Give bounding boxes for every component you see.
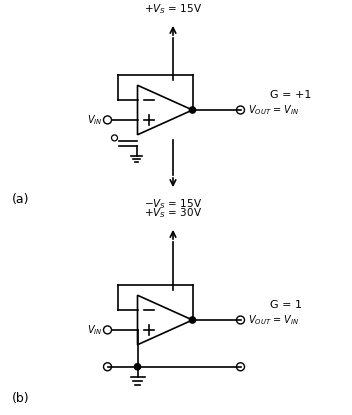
- Text: +$V_S$ = 15V: +$V_S$ = 15V: [144, 2, 202, 16]
- Text: G = 1: G = 1: [270, 300, 302, 310]
- Text: $-V_S$ = 15V: $-V_S$ = 15V: [144, 197, 202, 211]
- Text: $V_{IN}$: $V_{IN}$: [87, 323, 102, 337]
- Text: $V_{IN}$: $V_{IN}$: [87, 113, 102, 127]
- Text: G = +1: G = +1: [270, 90, 312, 100]
- Text: $V_{OUT}$ = $V_{IN}$: $V_{OUT}$ = $V_{IN}$: [247, 313, 299, 327]
- Text: $V_{OUT}$ = $V_{IN}$: $V_{OUT}$ = $V_{IN}$: [247, 103, 299, 117]
- Text: (a): (a): [12, 193, 30, 206]
- Text: (b): (b): [12, 392, 30, 405]
- Circle shape: [189, 317, 195, 323]
- Circle shape: [134, 364, 140, 370]
- Circle shape: [189, 107, 195, 113]
- Text: +$V_S$ = 30V: +$V_S$ = 30V: [144, 206, 202, 220]
